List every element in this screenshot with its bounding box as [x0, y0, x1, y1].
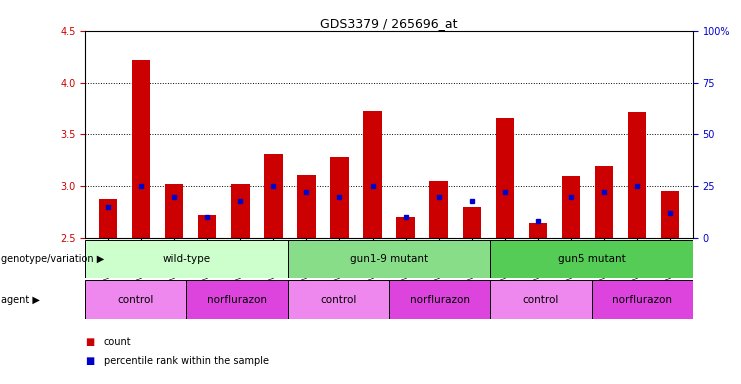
Bar: [199, 215, 216, 238]
Bar: [330, 157, 348, 238]
Bar: [594, 166, 613, 238]
Bar: [297, 175, 316, 238]
Text: control: control: [522, 295, 559, 305]
Bar: [187, 280, 288, 319]
Text: norflurazon: norflurazon: [207, 295, 267, 305]
Text: wild-type: wild-type: [162, 254, 210, 264]
Text: control: control: [118, 295, 154, 305]
Title: GDS3379 / 265696_at: GDS3379 / 265696_at: [320, 17, 458, 30]
Text: ■: ■: [85, 356, 94, 366]
Bar: [231, 184, 250, 238]
Bar: [396, 217, 415, 238]
Bar: [85, 240, 288, 278]
Bar: [85, 280, 187, 319]
Text: genotype/variation ▶: genotype/variation ▶: [1, 254, 104, 264]
Bar: [389, 280, 491, 319]
Bar: [591, 280, 693, 319]
Bar: [462, 207, 481, 238]
Bar: [133, 60, 150, 238]
Bar: [288, 240, 491, 278]
Bar: [430, 181, 448, 238]
Text: ■: ■: [85, 337, 94, 347]
Text: percentile rank within the sample: percentile rank within the sample: [104, 356, 269, 366]
Text: control: control: [320, 295, 356, 305]
Bar: [165, 184, 184, 238]
Bar: [661, 191, 679, 238]
Bar: [528, 223, 547, 238]
Text: count: count: [104, 337, 131, 347]
Text: gun1-9 mutant: gun1-9 mutant: [350, 254, 428, 264]
Text: norflurazon: norflurazon: [410, 295, 470, 305]
Bar: [99, 199, 117, 238]
Bar: [491, 280, 591, 319]
Bar: [496, 118, 514, 238]
Text: agent ▶: agent ▶: [1, 295, 40, 305]
Bar: [491, 240, 693, 278]
Text: norflurazon: norflurazon: [612, 295, 672, 305]
Bar: [288, 280, 389, 319]
Bar: [628, 112, 645, 238]
Bar: [562, 176, 579, 238]
Bar: [363, 111, 382, 238]
Text: gun5 mutant: gun5 mutant: [558, 254, 625, 264]
Bar: [265, 154, 282, 238]
